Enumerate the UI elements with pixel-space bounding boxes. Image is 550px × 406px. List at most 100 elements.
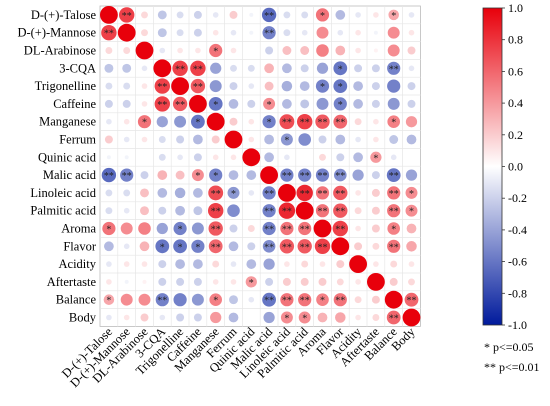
correlation-circle xyxy=(334,168,347,182)
correlation-circle xyxy=(123,243,130,250)
correlation-circle xyxy=(229,82,238,91)
correlation-circle xyxy=(372,242,380,250)
correlation-circle xyxy=(283,29,291,37)
correlation-circle xyxy=(316,97,329,110)
correlation-circle xyxy=(367,273,385,291)
correlation-circle xyxy=(263,311,275,324)
correlation-circle xyxy=(157,188,168,198)
correlation-circle xyxy=(206,112,225,131)
significance-mark: ** xyxy=(157,100,167,111)
significance-mark: ** xyxy=(300,296,310,307)
correlation-circle xyxy=(335,312,346,323)
correlation-circle xyxy=(193,10,202,19)
significance-mark: ** xyxy=(282,118,292,129)
significance-mark: ** xyxy=(335,296,345,307)
significance-mark: ** xyxy=(157,296,167,307)
correlation-circle xyxy=(101,24,117,41)
correlation-circle xyxy=(141,136,148,143)
correlation-circle xyxy=(264,134,274,145)
correlation-circle xyxy=(172,60,188,77)
correlation-circle xyxy=(177,47,183,54)
correlation-circle xyxy=(101,167,117,183)
correlation-circle xyxy=(300,99,310,109)
correlation-circle xyxy=(355,190,361,196)
correlation-circle xyxy=(173,239,187,254)
colorbar-tick-label: 0.4 xyxy=(508,96,523,110)
correlation-circle xyxy=(230,64,237,72)
correlation-circle xyxy=(230,261,237,267)
correlation-circle xyxy=(265,277,274,286)
correlation-circle xyxy=(248,83,255,89)
correlation-circle xyxy=(332,220,349,237)
correlation-circle xyxy=(354,242,363,251)
correlation-circle xyxy=(208,185,224,201)
correlation-circle xyxy=(298,168,312,182)
significance-mark: * xyxy=(213,296,218,307)
correlation-circle xyxy=(154,96,171,112)
correlation-circle xyxy=(297,239,312,254)
significance-mark: ** xyxy=(335,171,345,182)
correlation-circle xyxy=(388,9,399,21)
significance-mark: * xyxy=(338,100,343,111)
correlation-circle xyxy=(155,239,170,254)
correlation-circle xyxy=(211,135,220,144)
correlation-circle xyxy=(264,63,274,74)
significance-mark: * xyxy=(231,189,236,200)
correlation-circle xyxy=(313,219,332,238)
correlation-circle xyxy=(407,46,416,55)
correlation-circle xyxy=(104,63,114,73)
correlation-circle xyxy=(410,156,413,159)
correlation-circle xyxy=(117,23,136,42)
correlation-circle xyxy=(354,207,362,215)
correlation-circle xyxy=(353,152,363,163)
correlation-circle xyxy=(373,30,378,35)
correlation-circle xyxy=(333,293,347,307)
correlation-circle xyxy=(105,207,113,215)
correlation-circle xyxy=(353,99,363,109)
row-label: D-(+)-Talose xyxy=(31,8,97,22)
row-label: Ferrum xyxy=(59,133,96,147)
significance-mark: ** xyxy=(264,11,274,22)
correlation-circle xyxy=(137,115,152,129)
significance-mark: ** xyxy=(104,29,114,40)
row-label: Balance xyxy=(56,293,97,307)
correlation-circle xyxy=(193,153,202,162)
correlation-circle xyxy=(190,78,206,94)
correlation-circle xyxy=(209,168,223,182)
correlation-circle xyxy=(209,43,223,58)
correlation-circle xyxy=(191,222,204,235)
correlation-circle xyxy=(191,114,205,129)
significance-mark: ** xyxy=(122,11,132,22)
correlation-circle xyxy=(390,260,398,268)
correlation-circle xyxy=(209,80,222,93)
row-label: Acidity xyxy=(59,257,97,271)
correlation-circle xyxy=(174,187,186,199)
correlation-circle xyxy=(138,293,151,306)
correlation-circle xyxy=(139,241,150,252)
correlation-circle xyxy=(189,95,207,113)
correlation-circle xyxy=(407,99,416,108)
correlation-circle xyxy=(173,293,187,307)
significance-mark: * xyxy=(160,242,165,253)
correlation-circle xyxy=(158,206,167,215)
row-label: Flavor xyxy=(63,239,96,253)
significance-mark: * xyxy=(213,47,218,58)
significance-mark: ** xyxy=(264,242,274,253)
significance-mark: ** xyxy=(211,189,221,200)
significance-mark: ** xyxy=(389,207,399,218)
correlation-circle xyxy=(335,45,346,56)
correlation-circle xyxy=(141,101,148,107)
correlation-circle xyxy=(300,277,309,286)
correlation-circle xyxy=(140,171,149,180)
correlation-circle xyxy=(210,62,222,74)
correlation-circle xyxy=(355,136,361,143)
correlation-circle xyxy=(390,154,397,161)
correlation-circle xyxy=(264,152,274,163)
correlation-circle xyxy=(140,206,149,216)
significance-mark: ** xyxy=(264,189,274,200)
correlation-circle xyxy=(176,29,184,37)
correlation-circle xyxy=(295,201,314,220)
correlation-circle xyxy=(371,64,380,73)
significance-note-single: * p<=0.05 xyxy=(484,340,534,354)
correlation-circle xyxy=(387,204,401,218)
